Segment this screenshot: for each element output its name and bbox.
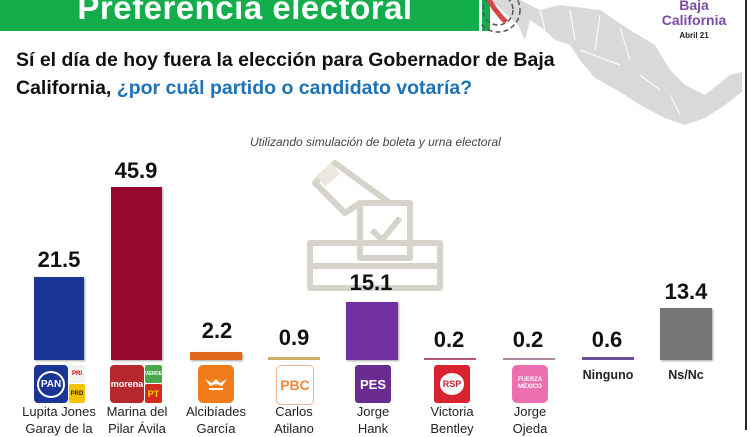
name-line-2: Hank bbox=[357, 421, 389, 436]
rsp-text: RSP bbox=[439, 373, 465, 395]
pan-logo-icon: PAN bbox=[34, 365, 68, 403]
mexico-map-icon bbox=[480, 0, 742, 125]
prd-logo-icon: PRD bbox=[69, 384, 85, 403]
pbc-text: PBC bbox=[280, 377, 310, 393]
bar-value-6: 0.2 bbox=[512, 327, 544, 352]
name-line-2: Bentley bbox=[430, 421, 474, 436]
fxm-text-1: FUERZA bbox=[517, 377, 543, 383]
fxm-text-2: MÉXICO bbox=[518, 384, 542, 390]
fuerza-mexico-logo-icon: FUERZA MÉXICO bbox=[512, 365, 548, 403]
name-line-2: García bbox=[196, 421, 236, 436]
name-line-2: Pilar Ávila bbox=[108, 421, 166, 436]
morena-logo-icon: morena bbox=[110, 365, 144, 403]
header-stripe bbox=[479, 0, 482, 31]
bar-pbc bbox=[268, 357, 320, 360]
label-ns-nc: Ns/Nc bbox=[668, 368, 704, 382]
question-text: Sí el día de hoy fuera la elección para … bbox=[16, 49, 555, 99]
survey-question: Sí el día de hoy fuera la elección para … bbox=[16, 46, 576, 102]
pbc-logo-icon: PBC bbox=[276, 365, 314, 405]
bar-ns-nc bbox=[660, 308, 712, 360]
mc-eagle-icon bbox=[205, 379, 227, 390]
candidate-label-0: Lupita Jones Garay de la bbox=[14, 403, 104, 437]
bar-value-0: 21.5 bbox=[37, 247, 81, 272]
name-line-1: Lupita Jones bbox=[22, 404, 96, 419]
bar-value-1: 45.9 bbox=[114, 158, 158, 183]
pri-text: PRI bbox=[71, 371, 82, 377]
candidate-label-6: Jorge Ojeda bbox=[485, 403, 575, 437]
header-band bbox=[0, 0, 490, 31]
pes-logo-icon: PES bbox=[355, 365, 391, 403]
name-line-1: Alcibíades bbox=[186, 404, 246, 419]
morena-text: morena bbox=[110, 379, 144, 389]
name-line-1: Carlos bbox=[275, 404, 313, 419]
bar-value-3: 0.9 bbox=[278, 325, 310, 350]
question-highlight: ¿por cuál partido o candidato votaría? bbox=[116, 77, 473, 99]
name-line-2: Ojeda bbox=[512, 421, 548, 436]
frame-border bbox=[745, 0, 747, 430]
pvem-text: VERDE bbox=[144, 371, 163, 377]
name-line-1: Jorge bbox=[513, 404, 547, 419]
survey-date: Abril 21 bbox=[679, 31, 709, 40]
candidate-label-1: Marina del Pilar Ávila bbox=[92, 403, 182, 437]
bar-value-5: 0.2 bbox=[433, 327, 465, 352]
name-line-2: Garay de la bbox=[25, 421, 93, 436]
bar-morena bbox=[111, 187, 162, 360]
name-line-1: Marina del bbox=[106, 404, 168, 419]
bar-rsp bbox=[424, 358, 476, 360]
page-title: Preferencia electoral bbox=[77, 0, 413, 26]
bar-pan-pri-prd bbox=[34, 277, 84, 360]
pes-text: PES bbox=[359, 376, 386, 392]
bar-pes bbox=[346, 302, 398, 360]
pvem-logo-icon: VERDE bbox=[145, 365, 162, 383]
label-ninguno: Ninguno bbox=[582, 368, 634, 382]
bar-value-4: 15.1 bbox=[349, 270, 393, 295]
bar-value-7: 0.6 bbox=[591, 327, 623, 352]
bar-ninguno bbox=[582, 357, 634, 360]
pt-logo-icon: PT bbox=[145, 384, 162, 403]
candidate-label-5: Victoria Bentley bbox=[407, 403, 497, 437]
region-name: Baja California bbox=[661, 0, 727, 28]
mc-logo-icon bbox=[198, 365, 234, 403]
pt-text: PT bbox=[147, 388, 160, 399]
rsp-logo-icon: RSP bbox=[434, 365, 470, 403]
bar-value-2: 2.2 bbox=[201, 318, 233, 343]
bar-fxm bbox=[503, 358, 555, 360]
pan-text: PAN bbox=[36, 370, 66, 398]
candidate-label-2: Alcibíades García bbox=[171, 403, 261, 437]
bar-mc bbox=[190, 352, 242, 360]
name-line-1: Jorge bbox=[356, 404, 390, 419]
candidate-label-3: Carlos Atilano bbox=[249, 403, 339, 437]
chart-subtitle: Utilizando simulación de boleta y urna e… bbox=[250, 135, 501, 149]
prd-text: PRD bbox=[70, 390, 84, 397]
pri-logo-icon: PRI bbox=[69, 365, 85, 383]
name-line-1: Victoria bbox=[430, 404, 474, 419]
ballot-box-icon bbox=[307, 160, 443, 291]
candidate-label-4: Jorge Hank bbox=[328, 403, 418, 437]
name-line-2: Atilano bbox=[274, 421, 314, 436]
bar-value-8: 13.4 bbox=[664, 279, 708, 304]
